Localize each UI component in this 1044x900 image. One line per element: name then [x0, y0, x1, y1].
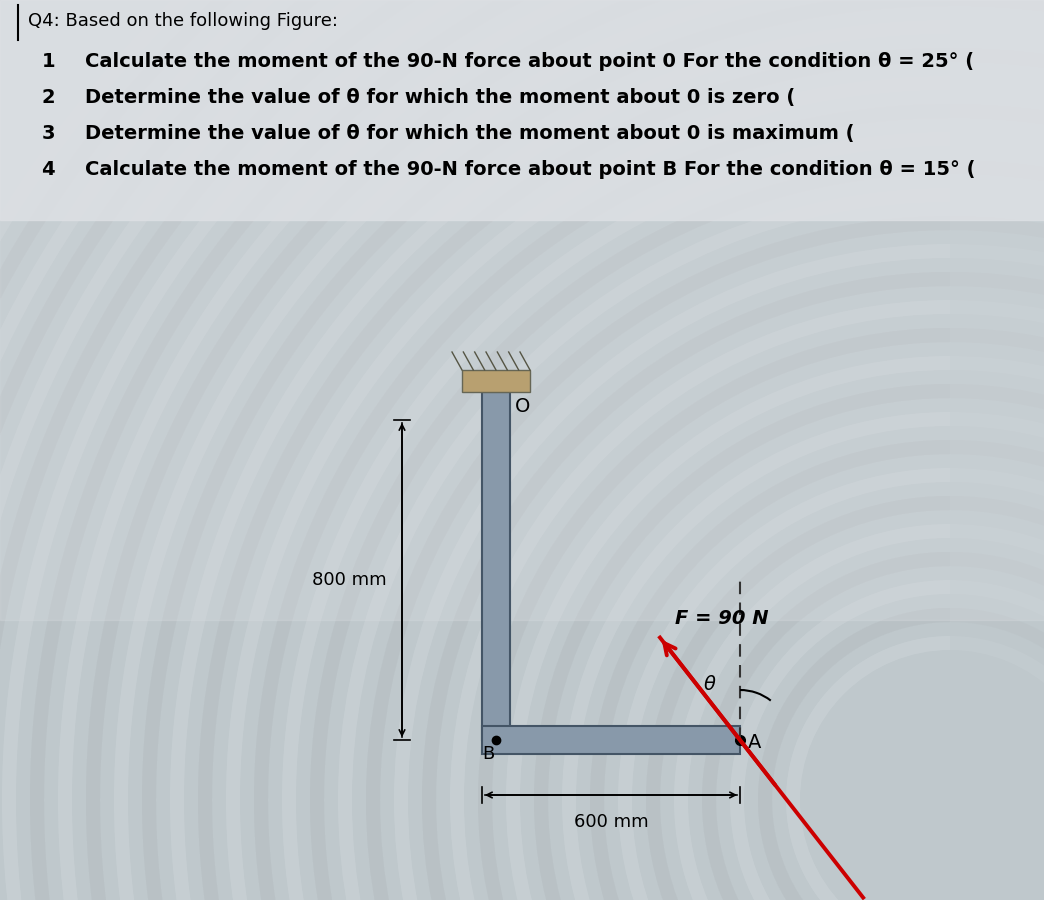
Wedge shape [506, 356, 1044, 900]
Wedge shape [366, 216, 950, 900]
Wedge shape [533, 384, 950, 900]
Wedge shape [30, 0, 950, 900]
Wedge shape [366, 216, 1044, 900]
Wedge shape [674, 524, 950, 900]
Wedge shape [0, 0, 950, 900]
Wedge shape [114, 0, 950, 900]
Wedge shape [562, 412, 1044, 900]
Wedge shape [590, 440, 950, 900]
Wedge shape [702, 552, 950, 900]
Wedge shape [646, 496, 950, 900]
Bar [482, 726, 740, 754]
Wedge shape [758, 608, 1044, 900]
Wedge shape [86, 0, 1044, 900]
Wedge shape [533, 384, 1044, 900]
Bar [482, 392, 511, 740]
Bar [462, 370, 530, 392]
Wedge shape [338, 188, 950, 900]
Wedge shape [0, 0, 950, 900]
Text: Determine the value of θ for which the moment about 0 is zero (: Determine the value of θ for which the m… [85, 88, 796, 107]
Wedge shape [0, 0, 950, 900]
Text: O: O [515, 397, 530, 416]
Wedge shape [86, 0, 950, 900]
Wedge shape [422, 272, 1044, 900]
Text: 2: 2 [42, 88, 55, 107]
Text: Calculate the moment of the 90-N force about point 0 For the condition θ = 25° (: Calculate the moment of the 90-N force a… [85, 52, 974, 71]
Wedge shape [142, 0, 950, 900]
Text: 600 mm: 600 mm [574, 813, 648, 831]
Text: B: B [481, 745, 494, 763]
Wedge shape [58, 0, 950, 900]
Wedge shape [58, 0, 1044, 900]
Wedge shape [590, 440, 1044, 900]
Text: Determine the value of θ for which the moment about 0 is maximum (: Determine the value of θ for which the m… [85, 124, 854, 143]
Wedge shape [422, 272, 950, 900]
Wedge shape [394, 244, 950, 900]
Bar [0, 0, 1044, 220]
Wedge shape [506, 356, 950, 900]
Wedge shape [478, 328, 1044, 900]
Wedge shape [198, 48, 950, 900]
Text: Calculate the moment of the 90-N force about point B For the condition θ = 15° (: Calculate the moment of the 90-N force a… [85, 160, 975, 179]
Text: θ: θ [704, 676, 716, 695]
Wedge shape [730, 580, 1044, 900]
Wedge shape [310, 160, 1044, 900]
Wedge shape [142, 0, 1044, 900]
Wedge shape [338, 188, 1044, 900]
Wedge shape [674, 524, 1044, 900]
Text: 800 mm: 800 mm [312, 571, 387, 589]
Wedge shape [758, 608, 950, 900]
Wedge shape [282, 132, 950, 900]
Wedge shape [478, 328, 950, 900]
Wedge shape [254, 104, 950, 900]
Wedge shape [30, 0, 1044, 900]
Wedge shape [226, 76, 1044, 900]
Wedge shape [198, 48, 1044, 900]
Wedge shape [0, 0, 950, 900]
Wedge shape [170, 20, 1044, 900]
Wedge shape [114, 0, 1044, 900]
Wedge shape [786, 636, 1044, 900]
Wedge shape [0, 0, 950, 900]
Wedge shape [786, 636, 950, 900]
Wedge shape [2, 0, 950, 900]
Text: Q4: Based on the following Figure:: Q4: Based on the following Figure: [28, 12, 338, 30]
Wedge shape [170, 20, 950, 900]
Wedge shape [730, 580, 950, 900]
Text: F = 90 N: F = 90 N [675, 608, 768, 627]
Wedge shape [646, 496, 1044, 900]
Text: 4: 4 [42, 160, 55, 179]
Wedge shape [702, 552, 1044, 900]
Text: 3: 3 [42, 124, 55, 143]
Text: 1: 1 [42, 52, 55, 71]
Wedge shape [0, 0, 950, 900]
Wedge shape [562, 412, 950, 900]
Wedge shape [282, 132, 1044, 900]
Wedge shape [450, 300, 1044, 900]
Bar [0, 0, 1044, 620]
Text: A: A [748, 733, 761, 751]
Wedge shape [394, 244, 1044, 900]
Wedge shape [310, 160, 950, 900]
Wedge shape [618, 468, 950, 900]
Wedge shape [254, 104, 1044, 900]
Wedge shape [226, 76, 950, 900]
Wedge shape [618, 468, 1044, 900]
Wedge shape [450, 300, 950, 900]
